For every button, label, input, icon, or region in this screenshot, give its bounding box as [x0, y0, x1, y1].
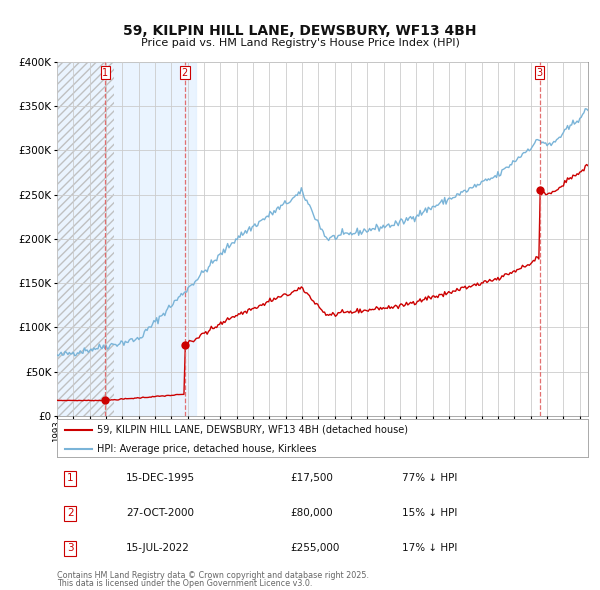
- Text: 2: 2: [67, 509, 74, 518]
- Text: 27-OCT-2000: 27-OCT-2000: [126, 509, 194, 518]
- Text: 59, KILPIN HILL LANE, DEWSBURY, WF13 4BH (detached house): 59, KILPIN HILL LANE, DEWSBURY, WF13 4BH…: [97, 425, 408, 435]
- Bar: [57, 62, 114, 416]
- Text: 3: 3: [67, 543, 74, 553]
- Text: £255,000: £255,000: [290, 543, 340, 553]
- Text: 1: 1: [102, 68, 109, 77]
- Text: This data is licensed under the Open Government Licence v3.0.: This data is licensed under the Open Gov…: [57, 579, 313, 588]
- Text: 77% ↓ HPI: 77% ↓ HPI: [402, 473, 458, 483]
- Text: £17,500: £17,500: [290, 473, 334, 483]
- Text: 2: 2: [182, 68, 188, 77]
- Text: 1: 1: [67, 473, 74, 483]
- Text: 15-JUL-2022: 15-JUL-2022: [126, 543, 190, 553]
- Bar: [57, 62, 196, 416]
- Text: £80,000: £80,000: [290, 509, 333, 518]
- Text: 15-DEC-1995: 15-DEC-1995: [126, 473, 195, 483]
- Text: 15% ↓ HPI: 15% ↓ HPI: [402, 509, 458, 518]
- Text: Contains HM Land Registry data © Crown copyright and database right 2025.: Contains HM Land Registry data © Crown c…: [57, 571, 369, 579]
- Text: HPI: Average price, detached house, Kirklees: HPI: Average price, detached house, Kirk…: [97, 444, 316, 454]
- Text: 3: 3: [536, 68, 543, 77]
- Text: 17% ↓ HPI: 17% ↓ HPI: [402, 543, 458, 553]
- Text: Price paid vs. HM Land Registry's House Price Index (HPI): Price paid vs. HM Land Registry's House …: [140, 38, 460, 48]
- Text: 59, KILPIN HILL LANE, DEWSBURY, WF13 4BH: 59, KILPIN HILL LANE, DEWSBURY, WF13 4BH: [123, 24, 477, 38]
